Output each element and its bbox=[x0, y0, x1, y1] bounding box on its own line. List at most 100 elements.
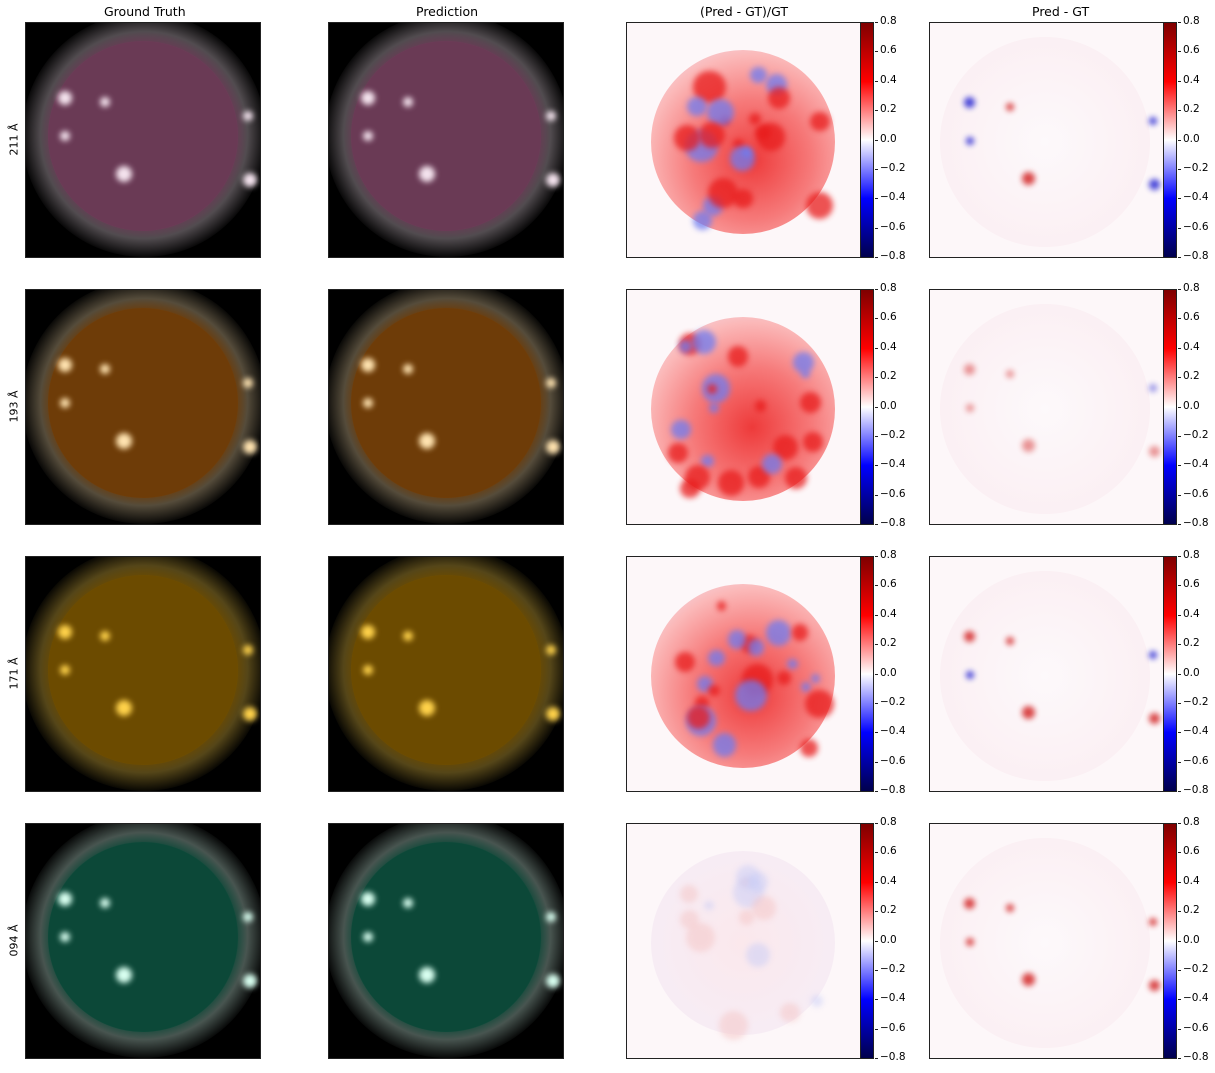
row-label-211: 211 Å bbox=[7, 123, 21, 156]
difference-spot bbox=[964, 631, 976, 643]
colorbar-tick-label: −0.4 bbox=[1178, 992, 1209, 1005]
colorbar-tick-label: −0.6 bbox=[1178, 754, 1209, 767]
colorbar-tick-label: 0.0 bbox=[875, 933, 897, 946]
difference-spot bbox=[1022, 439, 1035, 452]
colorbar-relative-0 bbox=[860, 22, 874, 258]
colorbar-tick-label: −0.6 bbox=[1178, 487, 1209, 500]
difference-spot bbox=[1149, 446, 1161, 458]
colorbar-tick-label: 0.6 bbox=[875, 311, 897, 324]
difference-spot bbox=[1006, 637, 1014, 645]
colorbar-tick-label: −0.4 bbox=[875, 458, 906, 471]
colorbar-tick-label: −0.6 bbox=[1178, 1021, 1209, 1034]
error-patch bbox=[674, 124, 700, 151]
error-patch bbox=[674, 652, 695, 673]
error-patch bbox=[811, 995, 824, 1008]
active-region-spot bbox=[58, 892, 72, 906]
difference-disk bbox=[940, 838, 1150, 1048]
error-patch bbox=[765, 620, 792, 646]
solar-disk bbox=[48, 308, 238, 498]
error-patch bbox=[679, 340, 693, 354]
colorbar-tick-label: 0.8 bbox=[1178, 549, 1200, 561]
colorbar-difference-1 bbox=[1163, 289, 1177, 525]
difference-map-3 bbox=[929, 823, 1165, 1059]
error-patch bbox=[749, 112, 762, 125]
active-region-spot bbox=[363, 131, 373, 141]
colorbar-tick-label: −0.2 bbox=[1178, 429, 1209, 441]
active-region-spot bbox=[243, 378, 253, 388]
error-patch bbox=[712, 733, 737, 757]
row-label-171: 171 Å bbox=[7, 657, 21, 690]
colorbar-tick-label: 0.4 bbox=[875, 874, 897, 887]
difference-spot bbox=[1022, 973, 1035, 986]
error-patch bbox=[762, 454, 782, 474]
colorbar-tick-label: 0.6 bbox=[875, 578, 897, 591]
colorbar-relative-3 bbox=[860, 823, 874, 1059]
sun-image-gt-2 bbox=[25, 556, 261, 792]
colorbar-tick-label: 0.8 bbox=[1178, 816, 1200, 828]
colorbar-tick-label: 0.2 bbox=[875, 904, 897, 917]
row-label-094: 094 Å bbox=[7, 924, 21, 957]
active-region-spot bbox=[363, 932, 373, 942]
solar-disk bbox=[351, 842, 541, 1032]
colorbar-tick-label: 0.0 bbox=[875, 132, 897, 145]
colorbar-tick-label: 0.4 bbox=[875, 73, 897, 86]
active-region-spot bbox=[243, 707, 257, 721]
error-patch bbox=[668, 443, 688, 464]
colorbar-difference-2 bbox=[1163, 556, 1177, 792]
colorbar-difference-0 bbox=[1163, 22, 1177, 258]
active-region-spot bbox=[243, 111, 253, 121]
error-patch bbox=[780, 1002, 800, 1023]
difference-spot bbox=[966, 938, 974, 946]
error-patch bbox=[716, 601, 727, 611]
colorbar-tick-label: −0.8 bbox=[875, 1051, 906, 1064]
active-region-spot bbox=[58, 625, 72, 639]
active-region-spot bbox=[100, 631, 110, 641]
active-region-spot bbox=[116, 700, 132, 716]
active-region-spot bbox=[361, 625, 375, 639]
active-region-spot bbox=[403, 898, 413, 908]
active-region-spot bbox=[58, 358, 72, 372]
difference-spot bbox=[964, 898, 976, 910]
colorbar-tick-label: 0.0 bbox=[875, 399, 897, 412]
difference-spot bbox=[1149, 918, 1157, 926]
column-title-difference: Pred - GT bbox=[1032, 4, 1090, 19]
difference-spot bbox=[964, 364, 976, 376]
error-patch bbox=[691, 330, 716, 355]
error-patch bbox=[776, 670, 791, 685]
active-region-spot bbox=[361, 892, 375, 906]
colorbar-tick-label: −0.8 bbox=[875, 517, 906, 530]
error-patch bbox=[729, 145, 756, 171]
difference-disk bbox=[940, 37, 1150, 247]
error-patch bbox=[802, 431, 823, 452]
colorbar-tick-label: −0.8 bbox=[1178, 250, 1209, 263]
colorbar-tick-label: 0.0 bbox=[1178, 933, 1200, 946]
active-region-spot bbox=[243, 440, 257, 454]
solar-disk bbox=[48, 575, 238, 765]
error-patch bbox=[701, 454, 714, 467]
colorbar-tick-label: 0.0 bbox=[875, 666, 897, 679]
colorbar-tick-label: −0.2 bbox=[1178, 963, 1209, 975]
colorbar-tick-label: −0.2 bbox=[875, 429, 906, 441]
difference-map-1 bbox=[929, 289, 1165, 525]
colorbar-tick-label: −0.4 bbox=[1178, 725, 1209, 738]
active-region-spot bbox=[60, 398, 70, 408]
colorbar-tick-label: −0.8 bbox=[875, 250, 906, 263]
error-patch bbox=[733, 138, 744, 149]
colorbar-tick-label: 0.2 bbox=[1178, 103, 1200, 116]
active-region-spot bbox=[419, 166, 435, 182]
active-region-spot bbox=[361, 91, 375, 105]
colorbar-tick-label: 0.6 bbox=[875, 44, 897, 57]
solar-disk bbox=[48, 842, 238, 1032]
active-region-spot bbox=[419, 433, 435, 449]
colorbar-tick-label: −0.8 bbox=[1178, 1051, 1209, 1064]
colorbar-tick-label: −0.4 bbox=[875, 725, 906, 738]
error-patch bbox=[687, 96, 708, 117]
active-region-spot bbox=[546, 974, 560, 988]
difference-spot bbox=[1149, 384, 1157, 392]
active-region-spot bbox=[58, 91, 72, 105]
colorbar-tick-label: 0.6 bbox=[1178, 311, 1200, 324]
error-patch bbox=[747, 638, 765, 656]
colorbar-tick-label: −0.4 bbox=[875, 191, 906, 204]
difference-map-0 bbox=[929, 22, 1165, 258]
error-patch bbox=[791, 623, 809, 641]
